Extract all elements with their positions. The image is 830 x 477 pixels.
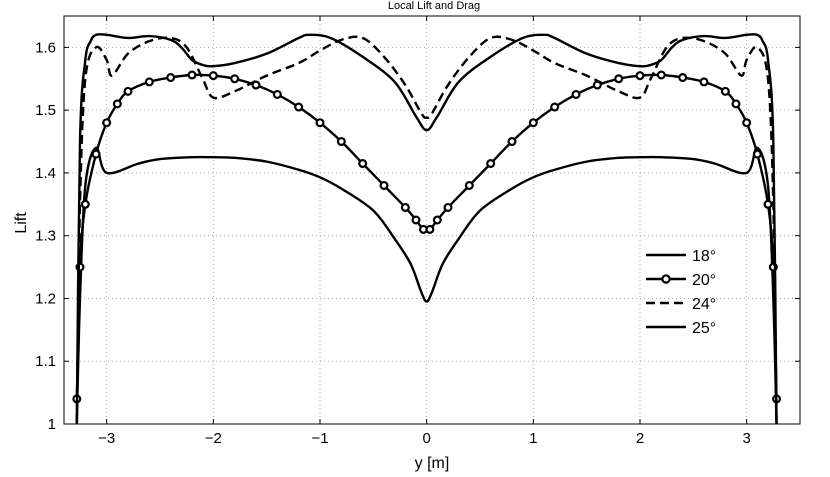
- legend-label: 25°: [692, 320, 716, 337]
- data-point: [166, 73, 176, 83]
- data-point: [411, 215, 421, 225]
- data-point: [80, 199, 90, 209]
- data-point: [379, 180, 389, 190]
- series-line: [75, 33, 778, 424]
- y-tick-label: 1.4: [35, 165, 56, 182]
- y-axis-label: Lift: [13, 212, 30, 234]
- data-point: [251, 80, 261, 90]
- data-point: [550, 102, 560, 112]
- data-point: [528, 118, 538, 128]
- data-point: [486, 159, 496, 169]
- x-tick-label: −1: [311, 430, 328, 447]
- series-3: [75, 33, 778, 424]
- plot-series: [72, 33, 782, 424]
- x-tick-label: 3: [742, 430, 750, 447]
- data-point: [358, 159, 368, 169]
- plot-frame: [63, 15, 801, 425]
- legend: 18° 20° 24° 25°: [646, 248, 716, 337]
- data-point: [102, 118, 112, 128]
- data-point: [91, 149, 101, 159]
- data-point: [507, 137, 517, 147]
- data-point: [464, 180, 474, 190]
- legend-label: 24°: [692, 296, 716, 313]
- data-point: [272, 89, 282, 99]
- x-tick-label: −2: [205, 430, 222, 447]
- x-tick-label: 1: [529, 430, 537, 447]
- data-point: [720, 86, 730, 96]
- y-tick-label: 1.3: [35, 228, 56, 245]
- data-point: [144, 77, 154, 87]
- series-1: [72, 70, 782, 404]
- data-point: [123, 86, 133, 96]
- data-point: [443, 202, 453, 212]
- y-tick-label: 1.1: [35, 353, 56, 370]
- data-point: [742, 118, 752, 128]
- data-point: [112, 99, 122, 109]
- y-tick-label: 1.2: [35, 290, 56, 307]
- series-line: [75, 146, 778, 424]
- data-point: [635, 71, 645, 81]
- data-point: [187, 70, 197, 80]
- data-point: [400, 202, 410, 212]
- series-line: [75, 35, 778, 424]
- data-point: [425, 224, 435, 234]
- data-point: [752, 149, 762, 159]
- x-tick-label: −3: [98, 430, 115, 447]
- data-point: [763, 199, 773, 209]
- x-tick-label: 0: [422, 430, 430, 447]
- legend-label: 18°: [692, 248, 716, 265]
- grid: [64, 16, 800, 425]
- data-point: [731, 99, 741, 109]
- legend-marker: [661, 274, 671, 284]
- data-point: [230, 74, 240, 84]
- x-tick-label: 2: [636, 430, 644, 447]
- series-2: [75, 35, 778, 424]
- data-point: [699, 77, 709, 87]
- y-tick-label: 1: [48, 416, 56, 433]
- axis-ticks: −3 −2 −1 0 1 2 3 1 1.1 1.2 1.3 1.4 1.5 1.6: [35, 16, 800, 447]
- legend-label: 20°: [692, 272, 716, 289]
- data-point: [656, 70, 666, 80]
- chart-title: Local Lift and Drag: [388, 0, 480, 12]
- y-tick-label: 1.6: [35, 39, 56, 56]
- data-point: [614, 74, 624, 84]
- data-point: [315, 118, 325, 128]
- y-tick-label: 1.5: [35, 102, 56, 119]
- data-point: [336, 137, 346, 147]
- data-point: [432, 215, 442, 225]
- data-point: [208, 71, 218, 81]
- series-0: [75, 146, 778, 424]
- data-point: [571, 89, 581, 99]
- data-point: [294, 102, 304, 112]
- x-axis-label: y [m]: [415, 455, 450, 472]
- data-point: [678, 73, 688, 83]
